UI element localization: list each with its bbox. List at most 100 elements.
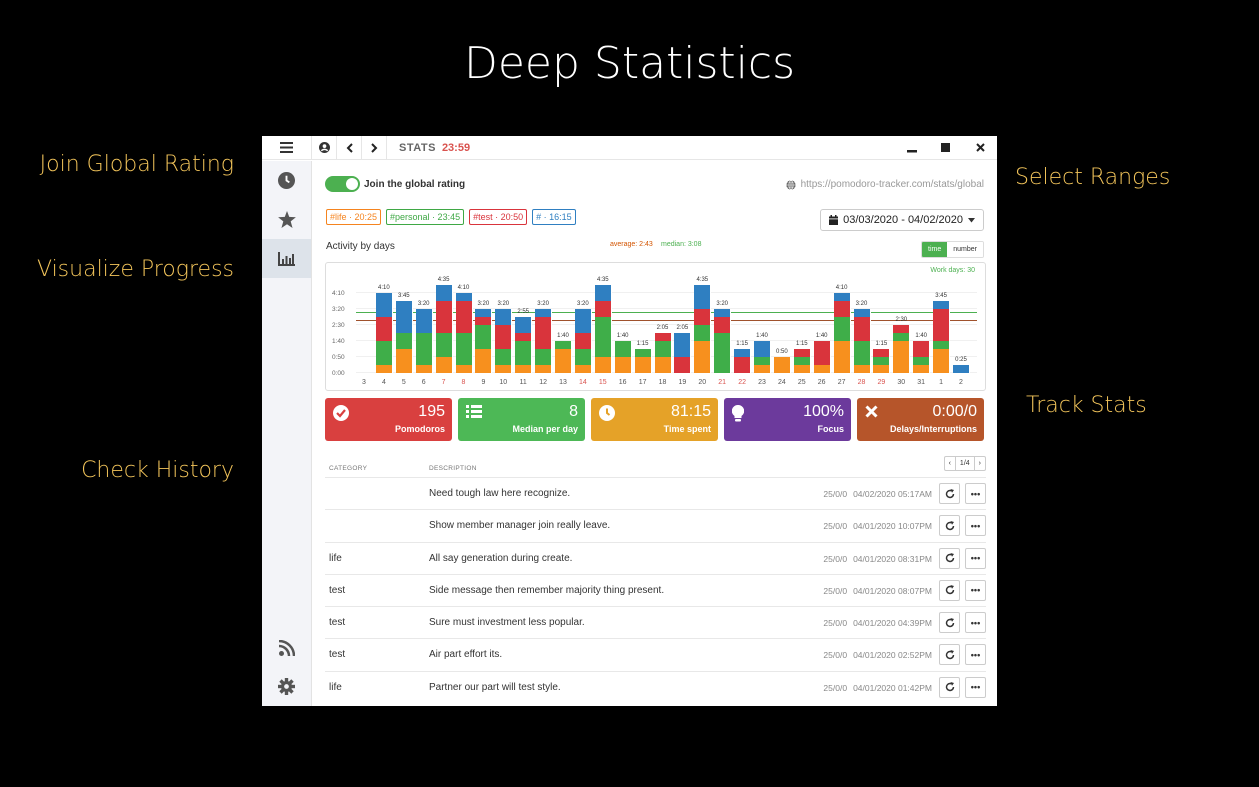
global-stats-link[interactable]: https://pomodoro-tracker.com/stats/globa… <box>785 179 984 190</box>
ellipsis-icon: ••• <box>970 520 981 531</box>
bar-segment <box>873 357 891 365</box>
chart-bar[interactable] <box>734 349 752 373</box>
chart-bar[interactable] <box>395 301 413 373</box>
chart-bar[interactable] <box>873 349 891 373</box>
chart-bar[interactable] <box>535 309 553 373</box>
tag-summary[interactable]: #personal · 23:45 <box>386 209 465 225</box>
restart-button[interactable] <box>939 676 960 698</box>
bar-segment <box>574 309 592 333</box>
row-datetime: 04/01/2020 08:07PM <box>853 585 932 596</box>
bar-segment <box>694 341 712 373</box>
bar-segment <box>415 309 433 333</box>
chart-bar[interactable] <box>694 285 712 373</box>
global-rating-toggle[interactable] <box>325 176 360 192</box>
row-description: Air part effort its. <box>429 649 503 661</box>
bar-total-label: 4:35 <box>437 277 450 283</box>
chart-bar[interactable] <box>555 341 572 373</box>
chart-bar[interactable] <box>893 325 911 373</box>
mode-time-button[interactable]: time <box>922 242 948 257</box>
pager-prev-button[interactable]: ‹ <box>945 457 956 470</box>
bar-segment <box>833 293 851 301</box>
bar-total-label: 1:40 <box>815 333 828 339</box>
chart-bar[interactable] <box>634 349 652 373</box>
bar-segment <box>953 365 970 373</box>
chart-bar[interactable] <box>455 293 473 373</box>
y-tick-label: 3:20 <box>332 306 345 313</box>
bar-segment <box>853 309 871 317</box>
chart-bar[interactable] <box>475 309 493 373</box>
chart-bar[interactable] <box>594 285 612 373</box>
restart-button[interactable] <box>939 483 960 504</box>
more-options-button[interactable]: ••• <box>965 612 986 634</box>
tag-summary[interactable]: #test · 20:50 <box>469 209 528 225</box>
more-options-button[interactable]: ••• <box>965 579 986 601</box>
restart-button[interactable] <box>939 612 960 634</box>
bar-total-label: 1:40 <box>756 333 768 339</box>
sidebar-item-feed[interactable] <box>262 628 311 667</box>
chart-bar[interactable] <box>754 341 771 373</box>
callout-select-ranges: Select Ranges <box>1015 165 1171 190</box>
chart-bar[interactable] <box>933 301 951 373</box>
chart-bar[interactable] <box>833 293 851 373</box>
pager-next-button[interactable]: › <box>978 460 981 467</box>
more-options-button[interactable]: ••• <box>965 676 986 698</box>
sidebar-item-favorites[interactable] <box>262 200 311 239</box>
y-tick-label: 0:50 <box>332 354 345 361</box>
date-range-picker[interactable]: 03/03/2020 - 04/02/2020 <box>820 209 984 231</box>
bar-total-label: 1:15 <box>875 341 888 347</box>
timer: 23:59 <box>441 141 471 154</box>
restart-button[interactable] <box>939 579 960 601</box>
tag-summary[interactable]: # · 16:15 <box>532 209 576 225</box>
row-stat: 25/0/0 <box>823 585 848 596</box>
chart-bar[interactable] <box>953 365 970 373</box>
close-button[interactable] <box>963 136 997 160</box>
chart-bar[interactable] <box>515 317 533 373</box>
page-title: STATS <box>399 141 436 154</box>
bar-total-label: 3:20 <box>497 301 510 307</box>
chart-bar[interactable] <box>813 341 831 373</box>
ellipsis-icon: ••• <box>970 617 981 628</box>
sidebar <box>262 161 312 706</box>
restart-button[interactable] <box>939 547 960 569</box>
sidebar-item-settings[interactable] <box>262 667 311 706</box>
chart-bar[interactable] <box>654 333 672 373</box>
x-tick-label: 11 <box>519 379 527 386</box>
maximize-button[interactable] <box>929 136 963 160</box>
chart-bar[interactable] <box>674 333 692 373</box>
more-options-button[interactable]: ••• <box>965 515 986 537</box>
chart-bar[interactable] <box>415 309 433 373</box>
chevron-right-icon <box>370 142 377 153</box>
minimize-button[interactable] <box>895 136 929 160</box>
mode-number-button[interactable]: number <box>947 242 983 257</box>
bar-segment <box>813 365 831 373</box>
bar-total-label: 3:45 <box>935 293 947 299</box>
restart-button[interactable] <box>939 515 960 537</box>
chart-bar[interactable] <box>773 357 791 373</box>
back-button[interactable] <box>337 136 362 160</box>
chart-bar[interactable] <box>375 293 393 373</box>
forward-button[interactable] <box>362 136 387 160</box>
chart-bar[interactable] <box>435 285 453 373</box>
menu-button[interactable] <box>262 136 312 160</box>
sidebar-item-stats[interactable] <box>262 239 311 278</box>
sidebar-item-timer[interactable] <box>262 161 311 200</box>
bar-segment <box>893 333 911 341</box>
more-options-button[interactable]: ••• <box>965 483 986 504</box>
bar-segment <box>793 357 811 365</box>
stat-label: Time spent <box>663 424 711 434</box>
chart-bar[interactable] <box>614 341 632 373</box>
tag-summary[interactable]: #life · 20:25 <box>326 209 382 225</box>
bar-chart-icon <box>278 251 295 266</box>
chart-bar[interactable] <box>793 349 811 373</box>
chart-bar[interactable] <box>913 341 931 373</box>
chart-bar[interactable] <box>574 309 592 373</box>
chart-bar[interactable] <box>714 309 732 373</box>
more-options-button[interactable]: ••• <box>965 547 986 569</box>
row-datetime: 04/01/2020 02:52PM <box>853 650 932 661</box>
chart-bar[interactable] <box>495 309 513 373</box>
chart-bar[interactable] <box>853 309 871 373</box>
account-button[interactable] <box>312 136 337 160</box>
more-options-button[interactable]: ••• <box>965 644 986 666</box>
x-tick-label: 24 <box>777 379 786 386</box>
restart-button[interactable] <box>939 644 960 666</box>
